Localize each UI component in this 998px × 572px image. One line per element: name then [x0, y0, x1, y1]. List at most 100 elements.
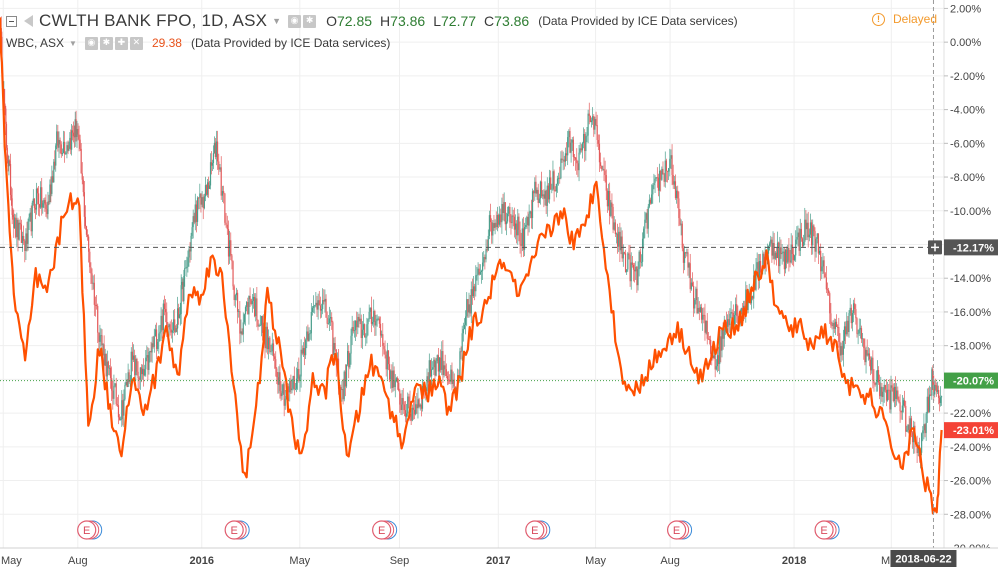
compare-symbol-title[interactable]: WBC, ASX — [6, 36, 65, 50]
delayed-badge[interactable]: ! Delayed — [872, 12, 937, 26]
candle — [278, 366, 280, 394]
candle — [935, 378, 937, 391]
earnings-marker[interactable]: E — [814, 520, 840, 540]
candle — [111, 366, 113, 402]
candle — [469, 294, 471, 317]
candle — [104, 348, 106, 366]
candle — [705, 320, 707, 335]
candle — [881, 383, 883, 402]
candle — [896, 383, 898, 406]
candle — [436, 354, 438, 364]
close-icon[interactable]: ✕ — [129, 36, 143, 50]
candle — [639, 248, 641, 269]
eye-icon[interactable]: ◉ — [84, 36, 98, 50]
candle — [676, 186, 678, 204]
earnings-marker[interactable]: E — [667, 520, 693, 540]
x-tick-label: May — [289, 555, 310, 567]
candle — [153, 328, 155, 353]
plus-icon[interactable] — [928, 240, 942, 255]
candle — [927, 387, 930, 414]
candle — [48, 194, 50, 206]
candle — [236, 289, 239, 324]
settings-icon[interactable]: ✱ — [99, 36, 113, 50]
candle — [161, 309, 163, 339]
candle — [599, 152, 602, 169]
candle — [243, 313, 245, 325]
candle — [219, 163, 221, 172]
candle — [279, 364, 281, 399]
candle — [16, 212, 18, 248]
candle — [59, 137, 61, 154]
candle — [123, 389, 125, 428]
flag-icon[interactable] — [24, 15, 33, 27]
candle — [258, 323, 260, 327]
price-label-text: -20.07% — [953, 376, 994, 388]
y-tick-label: -28.00% — [950, 509, 991, 521]
candle — [226, 215, 228, 235]
candle — [174, 308, 176, 336]
candle — [621, 230, 623, 262]
candle — [125, 373, 127, 386]
main-symbol-title[interactable]: CWLTH BANK FPO, 1D, ASX — [39, 11, 268, 30]
candle — [392, 362, 394, 392]
chevron-down-icon[interactable]: ▼ — [272, 16, 282, 26]
compare-data-source-note: (Data Provided by ICE Data services) — [190, 36, 391, 50]
earnings-marker[interactable]: E — [77, 520, 103, 540]
eye-icon[interactable]: ◉ — [288, 14, 302, 28]
candle — [144, 364, 146, 377]
candle — [411, 404, 413, 422]
earnings-marker[interactable]: E — [224, 520, 250, 540]
candle — [595, 111, 597, 127]
candle — [119, 414, 121, 421]
candle — [866, 339, 868, 357]
candle — [419, 403, 421, 411]
candle — [370, 296, 373, 333]
candle — [891, 379, 893, 392]
candle — [579, 142, 581, 155]
candle — [95, 295, 98, 310]
candle — [35, 182, 38, 215]
candle — [697, 297, 699, 314]
candle — [721, 328, 723, 358]
candle — [512, 209, 514, 227]
candle — [390, 369, 392, 389]
candle — [361, 321, 363, 350]
candle — [394, 374, 396, 398]
candle — [835, 314, 838, 328]
candle — [690, 278, 692, 291]
ohlc-close-label: C — [484, 13, 495, 29]
candle — [830, 303, 832, 328]
earnings-marker-label: E — [820, 525, 827, 537]
candle — [54, 150, 56, 170]
candle — [662, 161, 664, 175]
earnings-marker[interactable]: E — [525, 520, 551, 540]
candle — [15, 214, 17, 239]
candle — [429, 359, 432, 378]
candle — [658, 163, 661, 203]
candle — [89, 248, 91, 273]
candle — [704, 303, 706, 341]
candle — [399, 388, 401, 413]
candle — [525, 217, 527, 230]
earnings-marker[interactable]: E — [372, 520, 398, 540]
candle — [199, 183, 201, 210]
candle — [796, 226, 798, 245]
move-icon[interactable]: ✚ — [114, 36, 128, 50]
chevron-down-icon[interactable]: ▼ — [69, 38, 77, 48]
candle — [57, 124, 59, 152]
collapse-icon[interactable] — [6, 15, 17, 27]
candle — [177, 303, 180, 325]
candle — [112, 380, 114, 410]
candle — [195, 200, 198, 233]
candle — [793, 254, 796, 262]
candle — [140, 364, 143, 383]
candle — [604, 160, 606, 183]
candle — [172, 310, 175, 334]
candle — [443, 360, 445, 378]
candle — [790, 233, 792, 264]
compare-series-line — [0, 17, 943, 515]
candle — [584, 129, 586, 162]
candle — [406, 404, 408, 423]
settings-icon[interactable]: ✱ — [303, 14, 317, 28]
